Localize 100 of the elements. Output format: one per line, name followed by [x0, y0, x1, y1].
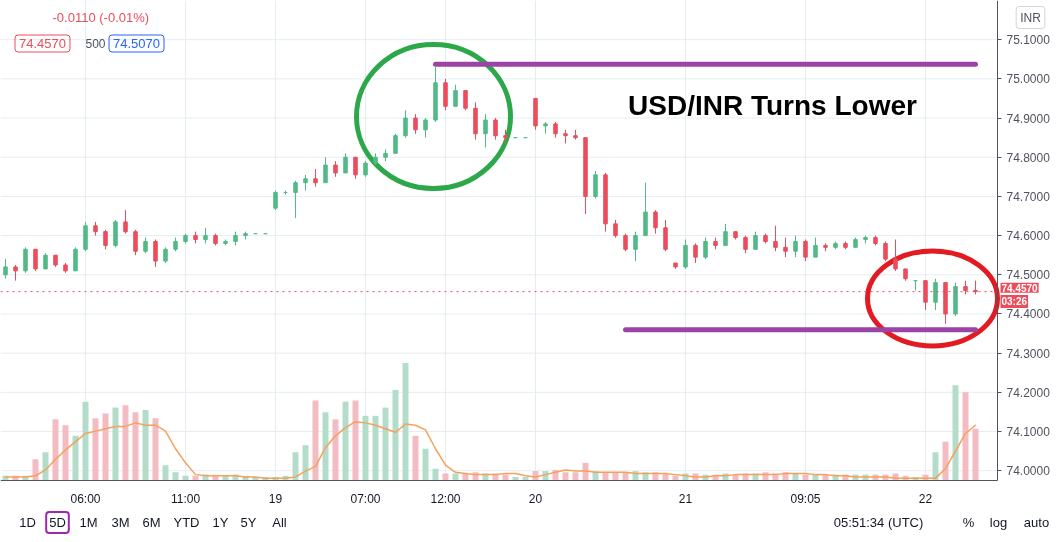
text: log — [989, 515, 1008, 530]
text: 6M — [142, 515, 161, 530]
bar — [362, 415, 369, 481]
candlestick — [403, 109, 408, 139]
annotation: -0.0110 (-0.01%) — [52, 10, 150, 25]
candlestick — [483, 113, 488, 148]
bar — [352, 400, 359, 481]
annotation: 74.4570 — [19, 36, 66, 51]
candlestick — [933, 278, 938, 311]
candlestick — [813, 237, 818, 258]
y-tick-label: 75.0000 — [1006, 72, 1051, 87]
bar — [32, 459, 39, 481]
text: 03:26 — [1001, 296, 1028, 307]
candlestick — [73, 246, 78, 272]
candlestick — [803, 239, 808, 262]
candlestick — [783, 237, 788, 258]
bar — [382, 407, 389, 481]
candlestick — [23, 246, 28, 274]
bar — [962, 392, 969, 481]
candlestick — [33, 248, 38, 272]
text: 1Y — [212, 515, 229, 530]
text: % — [962, 515, 975, 530]
bar — [942, 441, 949, 481]
candlestick — [323, 156, 328, 184]
bar — [392, 389, 399, 481]
candlestick — [593, 170, 598, 199]
y-tick-label: 74.1000 — [1006, 425, 1051, 440]
candlestick — [463, 90, 468, 111]
ref-line-label: 74.4570 — [1001, 282, 1039, 294]
bar — [932, 452, 939, 481]
y-tick-label: 74.8000 — [1006, 150, 1051, 165]
bar — [342, 401, 349, 481]
candlestick — [653, 209, 658, 235]
bar — [112, 407, 119, 481]
x-tick-label: 20 — [528, 491, 543, 506]
candlestick — [423, 117, 428, 139]
candlestick — [153, 239, 158, 268]
candlestick — [353, 156, 358, 180]
text: USD/INR Turns Lower — [628, 90, 918, 121]
text: 1M — [79, 515, 98, 530]
candlestick — [133, 229, 138, 256]
candlestick — [793, 235, 798, 258]
bar — [402, 362, 409, 481]
y-tick-label: 74.0000 — [1006, 464, 1051, 479]
bar — [172, 472, 179, 481]
y-tick-label: 75.1000 — [1006, 33, 1051, 48]
bar — [952, 385, 959, 481]
bar — [92, 418, 99, 481]
y-tick-label: 74.9000 — [1006, 111, 1051, 126]
y-tick-label: 74.6000 — [1006, 229, 1051, 244]
candlestick — [883, 240, 888, 262]
candlestick — [343, 152, 348, 174]
bar — [142, 409, 149, 481]
bar — [122, 405, 129, 481]
text: auto — [1023, 515, 1050, 530]
bar — [312, 400, 319, 481]
y-tick-label: 74.2000 — [1006, 385, 1051, 400]
bar — [132, 412, 139, 481]
y-tick-label: 74.5000 — [1006, 268, 1051, 283]
candlestick — [723, 223, 728, 246]
bar — [42, 452, 49, 481]
bar — [452, 473, 459, 481]
candlestick — [703, 237, 708, 260]
candlestick — [893, 239, 898, 272]
candlestick — [3, 258, 8, 280]
bar — [152, 418, 159, 481]
x-tick-label: 09:05 — [790, 491, 821, 506]
annotation: 74.5070 — [113, 36, 160, 51]
bar — [162, 465, 169, 481]
x-tick-label: 11:00 — [170, 491, 201, 506]
bar — [562, 472, 569, 481]
text: YTD — [173, 515, 200, 530]
bar — [972, 428, 979, 481]
candlestick — [683, 239, 688, 270]
bar — [52, 419, 59, 481]
bar — [62, 425, 69, 481]
text: 1D — [19, 515, 36, 530]
x-tick-label: 06:00 — [70, 491, 101, 506]
candlestick — [643, 182, 648, 237]
candlestick — [453, 84, 458, 107]
bar — [422, 448, 429, 481]
text: 3M — [111, 515, 130, 530]
y-tick-label: 74.7000 — [1006, 189, 1051, 204]
candlestick — [663, 219, 668, 252]
x-tick-label: 22 — [918, 491, 933, 506]
bar — [322, 412, 329, 481]
candlestick — [273, 190, 278, 211]
candlestick — [443, 78, 448, 111]
bar — [72, 435, 79, 481]
bar — [292, 452, 299, 481]
bar — [82, 401, 89, 481]
candlestick — [83, 221, 88, 252]
candlestick — [103, 229, 108, 250]
bar — [442, 473, 449, 481]
bar — [412, 435, 419, 481]
candlestick — [633, 231, 638, 262]
candlestick — [113, 219, 118, 248]
text: 5D — [49, 515, 66, 530]
x-tick-label: 21 — [678, 491, 693, 506]
annotation: 500 — [85, 37, 106, 51]
